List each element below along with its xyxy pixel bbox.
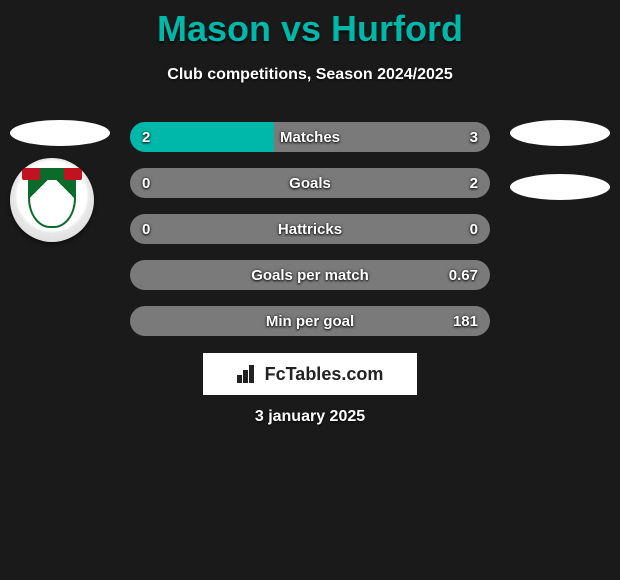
player-left-oval <box>10 120 110 146</box>
player-left-badges <box>10 120 110 242</box>
stat-right-segment <box>130 168 490 198</box>
stat-row-goals-per-match: Goals per match 0.67 <box>130 260 490 290</box>
player-right-badges <box>510 120 610 200</box>
stat-right-segment <box>274 122 490 152</box>
date-label: 3 january 2025 <box>0 408 620 426</box>
brand-box: FcTables.com <box>202 352 418 396</box>
stat-right-segment <box>130 260 490 290</box>
bar-chart-icon <box>237 365 259 383</box>
player-left-crest-icon <box>10 158 94 242</box>
player-right-oval-2 <box>510 174 610 200</box>
stat-row-matches: 2 Matches 3 <box>130 122 490 152</box>
stat-row-min-per-goal: Min per goal 181 <box>130 306 490 336</box>
player-right-oval-1 <box>510 120 610 146</box>
stat-row-hattricks: 0 Hattricks 0 <box>130 214 490 244</box>
page-title: Mason vs Hurford <box>0 0 620 50</box>
stat-row-goals: 0 Goals 2 <box>130 168 490 198</box>
stat-right-segment <box>130 214 490 244</box>
stat-right-segment <box>130 306 490 336</box>
brand-text: FcTables.com <box>265 364 384 385</box>
page-subtitle: Club competitions, Season 2024/2025 <box>0 66 620 84</box>
stat-bars: 2 Matches 3 0 Goals 2 0 Hattricks 0 Goal… <box>130 122 490 352</box>
stat-left-segment <box>130 122 274 152</box>
